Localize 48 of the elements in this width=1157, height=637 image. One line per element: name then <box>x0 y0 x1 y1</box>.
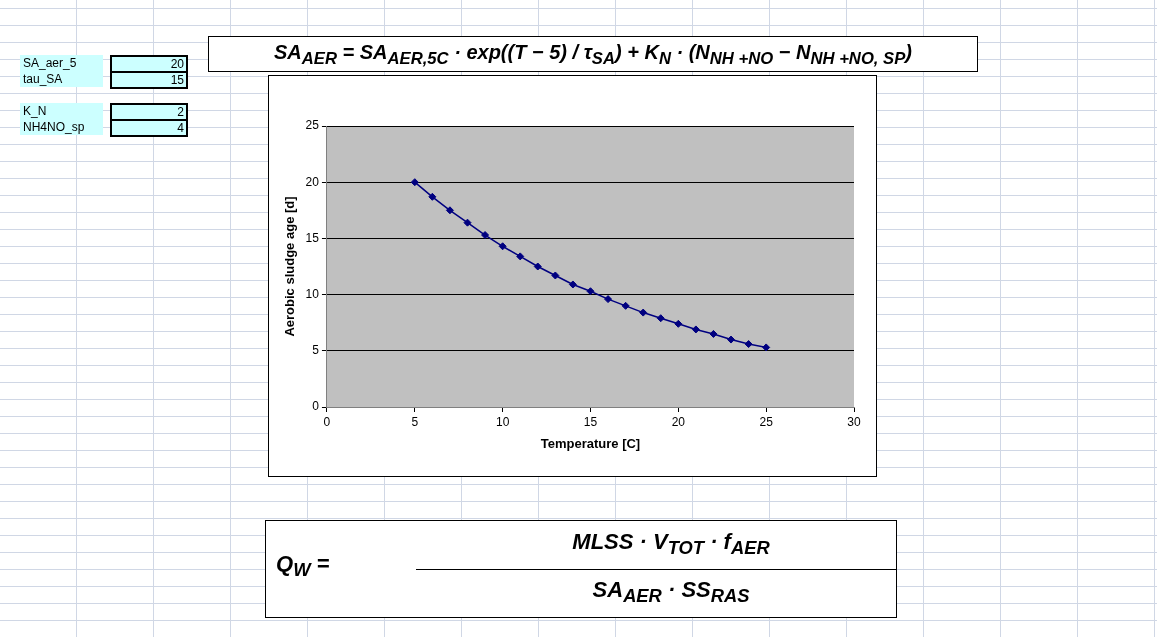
text: NH4NO_sp <box>20 119 103 135</box>
point <box>674 319 683 328</box>
point <box>727 335 736 344</box>
x-axis-title: Temperature [C] <box>540 435 641 451</box>
y-tick-label: 20 <box>305 174 320 189</box>
point <box>445 206 454 215</box>
text: 4 <box>110 119 188 137</box>
x-tick-label: 10 <box>495 414 510 429</box>
text: SA$_{AER}$ = SA$_{AER,5C}$ · exp((T − 5) / τ$_{SA}$) + K$_{N}$ · (N$_{NH +NO}$ − N$_{NH +NO, SP}$) <box>273 41 912 68</box>
text: tau_SA <box>20 71 103 87</box>
text: MLSS · V$_{TOT}$ · f$_{AER}$ <box>571 529 771 560</box>
x-tick-label: 30 <box>847 414 861 429</box>
text: 20 <box>110 55 188 73</box>
text: SA_aer_5 <box>20 55 103 71</box>
point <box>709 329 718 338</box>
point <box>533 262 542 271</box>
text: 2 <box>110 103 188 121</box>
point <box>639 308 648 317</box>
x-tick-label: 20 <box>671 414 686 429</box>
y-tick-label: 5 <box>312 343 320 358</box>
y-axis-title: Aerobic sludge age [d] <box>282 196 298 337</box>
point <box>410 178 419 187</box>
x-tick-label: 25 <box>759 414 774 429</box>
point <box>498 242 507 251</box>
text: SA$_{AER}$ · SS$_{RAS}$ <box>591 577 751 608</box>
point <box>691 325 700 334</box>
point <box>604 295 613 304</box>
point <box>621 301 630 310</box>
text: Q$_{W}$ = <box>276 551 330 582</box>
y-tick-label: 15 <box>305 230 320 245</box>
point <box>463 218 472 227</box>
x-tick-label: 15 <box>583 414 598 429</box>
point <box>481 231 490 240</box>
y-tick-label: 10 <box>305 286 320 301</box>
x-tick-label: 0 <box>323 414 331 429</box>
x-tick-label: 5 <box>411 414 419 429</box>
point <box>516 252 525 261</box>
y-tick-label: 0 <box>312 399 320 414</box>
text: 15 <box>110 71 188 89</box>
point <box>762 343 771 352</box>
point <box>656 314 665 323</box>
point <box>586 287 595 296</box>
y-tick-label: 25 <box>305 118 320 133</box>
point <box>744 340 753 349</box>
point <box>428 192 437 201</box>
point <box>551 271 560 280</box>
point <box>568 280 577 289</box>
text: K_N <box>20 103 103 119</box>
